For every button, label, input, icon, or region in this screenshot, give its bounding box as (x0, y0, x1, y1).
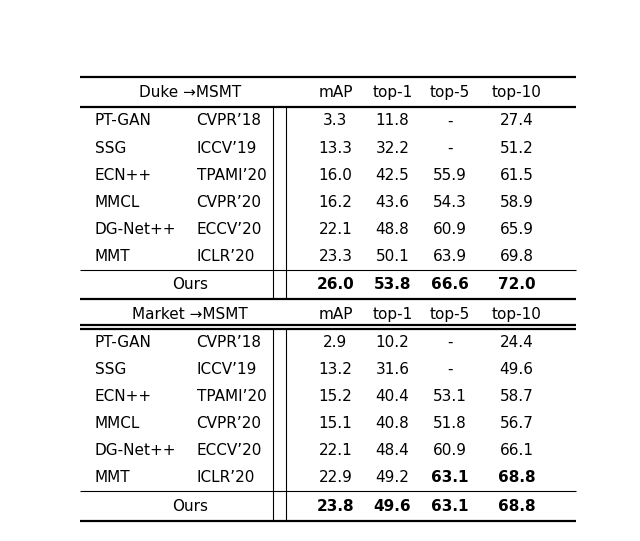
Text: 2.9: 2.9 (323, 335, 348, 350)
Text: CVPR’18: CVPR’18 (196, 335, 262, 350)
Text: 54.3: 54.3 (433, 195, 467, 210)
Text: 13.3: 13.3 (319, 141, 353, 155)
Text: SSG: SSG (95, 141, 126, 155)
Text: -: - (447, 141, 452, 155)
Text: 22.1: 22.1 (319, 444, 352, 458)
Text: ICLR’20: ICLR’20 (196, 249, 255, 264)
Text: 51.2: 51.2 (500, 141, 533, 155)
Text: Ours: Ours (172, 277, 209, 292)
Text: 48.8: 48.8 (376, 222, 410, 237)
Text: 63.1: 63.1 (431, 471, 468, 485)
Text: 60.9: 60.9 (433, 444, 467, 458)
Text: 22.1: 22.1 (319, 222, 352, 237)
Text: 72.0: 72.0 (498, 277, 535, 292)
Text: ECN++: ECN++ (95, 168, 152, 183)
Text: 66.6: 66.6 (431, 277, 468, 292)
Text: -: - (447, 362, 452, 377)
Text: Ours: Ours (172, 499, 209, 513)
Text: -: - (447, 114, 452, 128)
Text: top-1: top-1 (372, 307, 413, 321)
Text: TPAMI’20: TPAMI’20 (196, 168, 266, 183)
Text: 51.8: 51.8 (433, 416, 467, 431)
Text: CVPR’20: CVPR’20 (196, 195, 262, 210)
Text: ECN++: ECN++ (95, 389, 152, 404)
Text: 11.8: 11.8 (376, 114, 410, 128)
Text: mAP: mAP (318, 85, 353, 100)
Text: 15.1: 15.1 (319, 416, 352, 431)
Text: 53.8: 53.8 (374, 277, 412, 292)
Text: ICCV’19: ICCV’19 (196, 141, 257, 155)
Text: 22.9: 22.9 (319, 471, 353, 485)
Text: top-1: top-1 (372, 85, 413, 100)
Text: mAP: mAP (318, 307, 353, 321)
Text: 15.2: 15.2 (319, 389, 352, 404)
Text: 49.6: 49.6 (499, 362, 534, 377)
Text: ECCV’20: ECCV’20 (196, 444, 262, 458)
Text: 68.8: 68.8 (498, 499, 535, 513)
Text: 65.9: 65.9 (499, 222, 534, 237)
Text: MMCL: MMCL (95, 416, 140, 431)
Text: 16.2: 16.2 (319, 195, 353, 210)
Text: PT-GAN: PT-GAN (95, 114, 152, 128)
Text: ICLR’20: ICLR’20 (196, 471, 255, 485)
Text: 42.5: 42.5 (376, 168, 410, 183)
Text: MMT: MMT (95, 249, 131, 264)
Text: top-5: top-5 (429, 85, 470, 100)
Text: 27.4: 27.4 (500, 114, 533, 128)
Text: 43.6: 43.6 (376, 195, 410, 210)
Text: top-5: top-5 (429, 307, 470, 321)
Text: MMT: MMT (95, 471, 131, 485)
Text: 60.9: 60.9 (433, 222, 467, 237)
Text: ICCV’19: ICCV’19 (196, 362, 257, 377)
Text: 49.2: 49.2 (376, 471, 410, 485)
Text: CVPR’18: CVPR’18 (196, 114, 262, 128)
Text: 23.8: 23.8 (317, 499, 355, 513)
Text: 58.7: 58.7 (500, 389, 533, 404)
Text: 63.9: 63.9 (433, 249, 467, 264)
Text: 56.7: 56.7 (500, 416, 533, 431)
Text: DG-Net++: DG-Net++ (95, 444, 177, 458)
Text: 26.0: 26.0 (317, 277, 355, 292)
Text: 69.8: 69.8 (499, 249, 534, 264)
Text: 31.6: 31.6 (376, 362, 410, 377)
Text: 61.5: 61.5 (500, 168, 533, 183)
Text: ECCV’20: ECCV’20 (196, 222, 262, 237)
Text: 58.9: 58.9 (500, 195, 533, 210)
Text: 32.2: 32.2 (376, 141, 410, 155)
Text: Duke →MSMT: Duke →MSMT (140, 85, 241, 100)
Text: 10.2: 10.2 (376, 335, 410, 350)
Text: 13.2: 13.2 (319, 362, 353, 377)
Text: 53.1: 53.1 (433, 389, 467, 404)
Text: 49.6: 49.6 (374, 499, 412, 513)
Text: 40.8: 40.8 (376, 416, 410, 431)
Text: PT-GAN: PT-GAN (95, 335, 152, 350)
Text: 68.8: 68.8 (498, 471, 535, 485)
Text: SSG: SSG (95, 362, 126, 377)
Text: 55.9: 55.9 (433, 168, 467, 183)
Text: 50.1: 50.1 (376, 249, 410, 264)
Text: 40.4: 40.4 (376, 389, 410, 404)
Text: 48.4: 48.4 (376, 444, 410, 458)
Text: DG-Net++: DG-Net++ (95, 222, 177, 237)
Text: 16.0: 16.0 (319, 168, 353, 183)
Text: CVPR’20: CVPR’20 (196, 416, 262, 431)
Text: 3.3: 3.3 (323, 114, 348, 128)
Text: MMCL: MMCL (95, 195, 140, 210)
Text: top-10: top-10 (492, 307, 541, 321)
Text: Market →MSMT: Market →MSMT (132, 307, 248, 321)
Text: 63.1: 63.1 (431, 499, 468, 513)
Text: 24.4: 24.4 (500, 335, 533, 350)
Text: 23.3: 23.3 (319, 249, 353, 264)
Text: 66.1: 66.1 (499, 444, 534, 458)
Text: -: - (447, 335, 452, 350)
Text: TPAMI’20: TPAMI’20 (196, 389, 266, 404)
Text: top-10: top-10 (492, 85, 541, 100)
